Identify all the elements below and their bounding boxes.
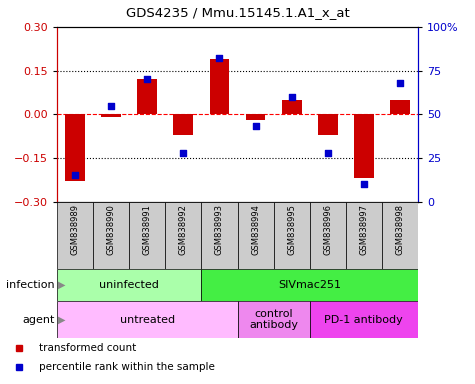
Text: control
antibody: control antibody	[249, 309, 298, 331]
Bar	[201, 269, 418, 301]
Text: ▶: ▶	[58, 280, 66, 290]
Text: GSM838991: GSM838991	[143, 204, 152, 255]
Bar	[209, 59, 229, 114]
Bar	[93, 202, 129, 269]
Point	[288, 94, 295, 100]
Point	[180, 150, 187, 156]
Text: SIVmac251: SIVmac251	[278, 280, 341, 290]
Text: GSM838990: GSM838990	[107, 204, 115, 255]
Bar	[165, 202, 201, 269]
Bar	[57, 202, 93, 269]
Text: GSM838989: GSM838989	[71, 204, 79, 255]
Text: GSM838992: GSM838992	[179, 204, 188, 255]
Text: uninfected: uninfected	[99, 280, 159, 290]
Bar	[238, 301, 310, 338]
Text: GDS4235 / Mmu.15145.1.A1_x_at: GDS4235 / Mmu.15145.1.A1_x_at	[125, 6, 350, 19]
Bar	[137, 79, 157, 114]
Text: infection: infection	[6, 280, 55, 290]
Bar	[129, 202, 165, 269]
Bar	[346, 202, 382, 269]
Text: untreated: untreated	[120, 314, 175, 325]
Point	[143, 76, 151, 83]
Text: transformed count: transformed count	[39, 343, 136, 353]
Text: percentile rank within the sample: percentile rank within the sample	[39, 362, 215, 372]
Point	[107, 103, 115, 109]
Point	[396, 80, 404, 86]
Text: GSM838996: GSM838996	[323, 204, 332, 255]
Bar	[318, 114, 338, 135]
Text: PD-1 antibody: PD-1 antibody	[324, 314, 403, 325]
Bar	[390, 100, 410, 114]
Bar	[101, 114, 121, 117]
Text: GSM838994: GSM838994	[251, 204, 260, 255]
Point	[71, 172, 79, 179]
Bar	[201, 202, 238, 269]
Text: GSM838995: GSM838995	[287, 204, 296, 255]
Text: GSM838998: GSM838998	[396, 204, 404, 255]
Point	[252, 123, 259, 129]
Bar	[246, 114, 266, 120]
Point	[324, 150, 332, 156]
Bar	[173, 114, 193, 135]
Bar	[310, 301, 418, 338]
Bar	[354, 114, 374, 178]
Bar	[382, 202, 418, 269]
Point	[360, 181, 368, 187]
Bar	[57, 269, 201, 301]
Bar	[65, 114, 85, 181]
Text: ▶: ▶	[58, 314, 66, 325]
Text: GSM838997: GSM838997	[360, 204, 368, 255]
Bar	[57, 301, 238, 338]
Bar	[310, 202, 346, 269]
Bar	[282, 100, 302, 114]
Bar	[274, 202, 310, 269]
Text: GSM838993: GSM838993	[215, 204, 224, 255]
Point	[216, 55, 223, 61]
Text: agent: agent	[22, 314, 55, 325]
Bar	[238, 202, 274, 269]
